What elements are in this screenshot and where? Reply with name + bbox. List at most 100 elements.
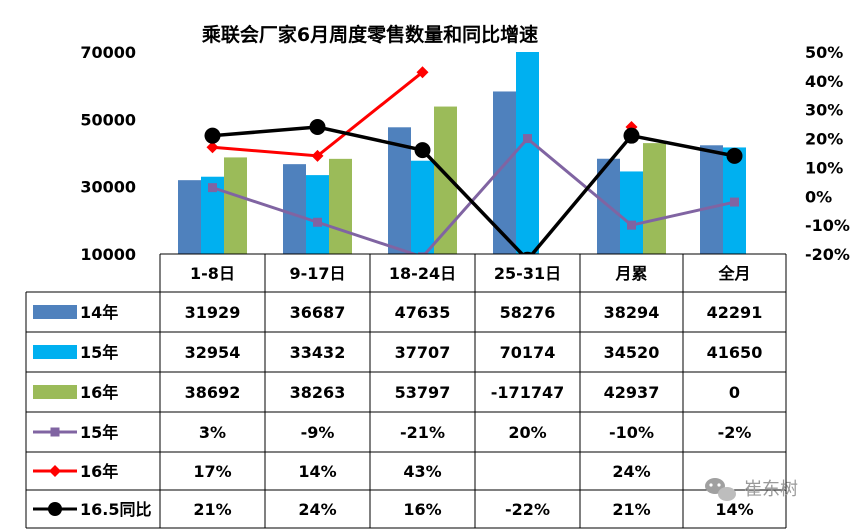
line-point-2 — [311, 149, 324, 162]
legend-label: 16年 — [80, 383, 118, 402]
y-axis-left: 70000 50000 30000 10000 — [80, 43, 136, 264]
line-series-group — [204, 66, 743, 254]
bar-1 — [700, 145, 723, 254]
line-point-3 — [414, 142, 431, 159]
table-cell-value: 36687 — [290, 303, 346, 322]
bar-2 — [620, 171, 643, 254]
bar-1 — [493, 91, 516, 255]
y-right-tick-label: 20% — [805, 130, 843, 149]
table-cell-value: 38692 — [185, 383, 241, 402]
legend-marker — [48, 502, 62, 516]
table-cell-value: 38294 — [604, 303, 660, 322]
y-left-tick-label: 50000 — [80, 110, 136, 129]
table-cell-value: 47635 — [395, 303, 451, 322]
bar-1 — [178, 180, 201, 254]
y-right-tick-label: -20% — [805, 245, 850, 264]
wechat-icon — [705, 478, 736, 501]
table-cell-value: 53797 — [395, 383, 451, 402]
table-cell-value: 16% — [403, 500, 441, 519]
line-point-1 — [418, 252, 427, 254]
line-series-1 — [212, 136, 735, 254]
legend-swatch-bar — [33, 385, 77, 399]
table-cell-value: -2% — [718, 423, 752, 442]
legend-label: 15年 — [80, 423, 118, 442]
line-point-3 — [726, 147, 743, 164]
y-right-tick-label: 0% — [805, 187, 832, 206]
table-cell-value: 41650 — [707, 343, 763, 362]
legend-marker — [50, 427, 60, 437]
legend-label: 15年 — [80, 343, 118, 362]
bar-3 — [434, 106, 457, 254]
legend-swatch-bar — [33, 345, 77, 359]
bar-1 — [388, 127, 411, 254]
table-cell-value: 3% — [199, 423, 226, 442]
bar-2 — [306, 175, 329, 254]
bar-3 — [643, 143, 666, 254]
table-cell-value: -21% — [400, 423, 445, 442]
line-point-1 — [627, 220, 636, 230]
table-cell-value: 14% — [715, 500, 753, 519]
watermark-text: 崔东树 — [744, 479, 798, 500]
table-cell-value: 31929 — [185, 303, 241, 322]
table-cell-value: 21% — [612, 500, 650, 519]
line-point-1 — [730, 197, 739, 207]
line-point-3 — [623, 127, 640, 144]
bar-2 — [201, 176, 224, 254]
y-right-tick-label: -10% — [805, 216, 850, 235]
bar-2 — [516, 52, 539, 254]
table-cell-value: 42937 — [604, 383, 660, 402]
y-right-tick-label: 50% — [805, 43, 843, 62]
x-category-label: 25-31日 — [494, 264, 561, 283]
legend-swatch-bar — [33, 305, 77, 319]
x-category-label: 月累 — [614, 264, 647, 283]
line-point-3 — [309, 119, 326, 136]
table-cell-value: 32954 — [185, 343, 241, 362]
bar-series-group — [178, 52, 746, 255]
table-cell-value: 0 — [729, 383, 740, 402]
table-cell-value: 14% — [298, 462, 336, 481]
y-right-tick-label: 40% — [805, 72, 843, 91]
table-cell-value: 21% — [193, 500, 231, 519]
table-cell-value: 43% — [403, 462, 441, 481]
y-left-tick-label: 30000 — [80, 178, 136, 197]
y-axis-right: 50% 40% 30% 20% 10% 0% -10% -20% — [805, 43, 850, 264]
data-table: 1-8日 9-17日 18-24日 25-31日 月累 全月 14年 31929 36687 47… — [25, 253, 787, 529]
bar-3 — [224, 157, 247, 254]
y-left-tick-label: 70000 — [80, 43, 136, 62]
table-cell-value: -10% — [609, 423, 654, 442]
legend-label: 16.5同比 — [80, 500, 151, 519]
bar-1 — [283, 164, 306, 254]
table-cell-value: -9% — [301, 423, 335, 442]
line-series-3 — [212, 125, 735, 254]
table-cell-value: 24% — [298, 500, 336, 519]
x-category-label: 9-17日 — [289, 264, 345, 283]
table-cell-value: 17% — [193, 462, 231, 481]
y-left-tick-label: 10000 — [80, 245, 136, 264]
table-cell-value: 33432 — [290, 343, 346, 362]
line-point-2 — [416, 66, 429, 79]
bar-2 — [411, 160, 434, 254]
table-cell-value: -171747 — [491, 383, 564, 402]
legend-label: 14年 — [80, 303, 118, 322]
x-category-label: 全月 — [717, 264, 750, 283]
bar-3 — [329, 158, 352, 254]
line-point-3 — [521, 251, 534, 254]
y-right-tick-label: 10% — [805, 158, 843, 177]
watermark: 崔东树 — [705, 478, 798, 501]
y-right-tick-label: 30% — [805, 101, 843, 120]
line-point-1 — [523, 134, 532, 144]
table-cell-value: 24% — [612, 462, 650, 481]
line-point-1 — [208, 183, 217, 193]
legend-label: 16年 — [80, 462, 118, 481]
line-point-2 — [206, 141, 219, 154]
line-point-3 — [204, 127, 221, 144]
table-cell-value: -22% — [505, 500, 550, 519]
legend-marker — [49, 465, 61, 477]
x-category-label: 18-24日 — [389, 264, 456, 283]
line-point-1 — [313, 217, 322, 227]
x-category-label: 1-8日 — [190, 264, 235, 283]
table-cell-value: 20% — [508, 423, 546, 442]
chart-title: 乘联会厂家6月周度零售数量和同比增速 — [201, 23, 538, 46]
table-cell-value: 37707 — [395, 343, 451, 362]
